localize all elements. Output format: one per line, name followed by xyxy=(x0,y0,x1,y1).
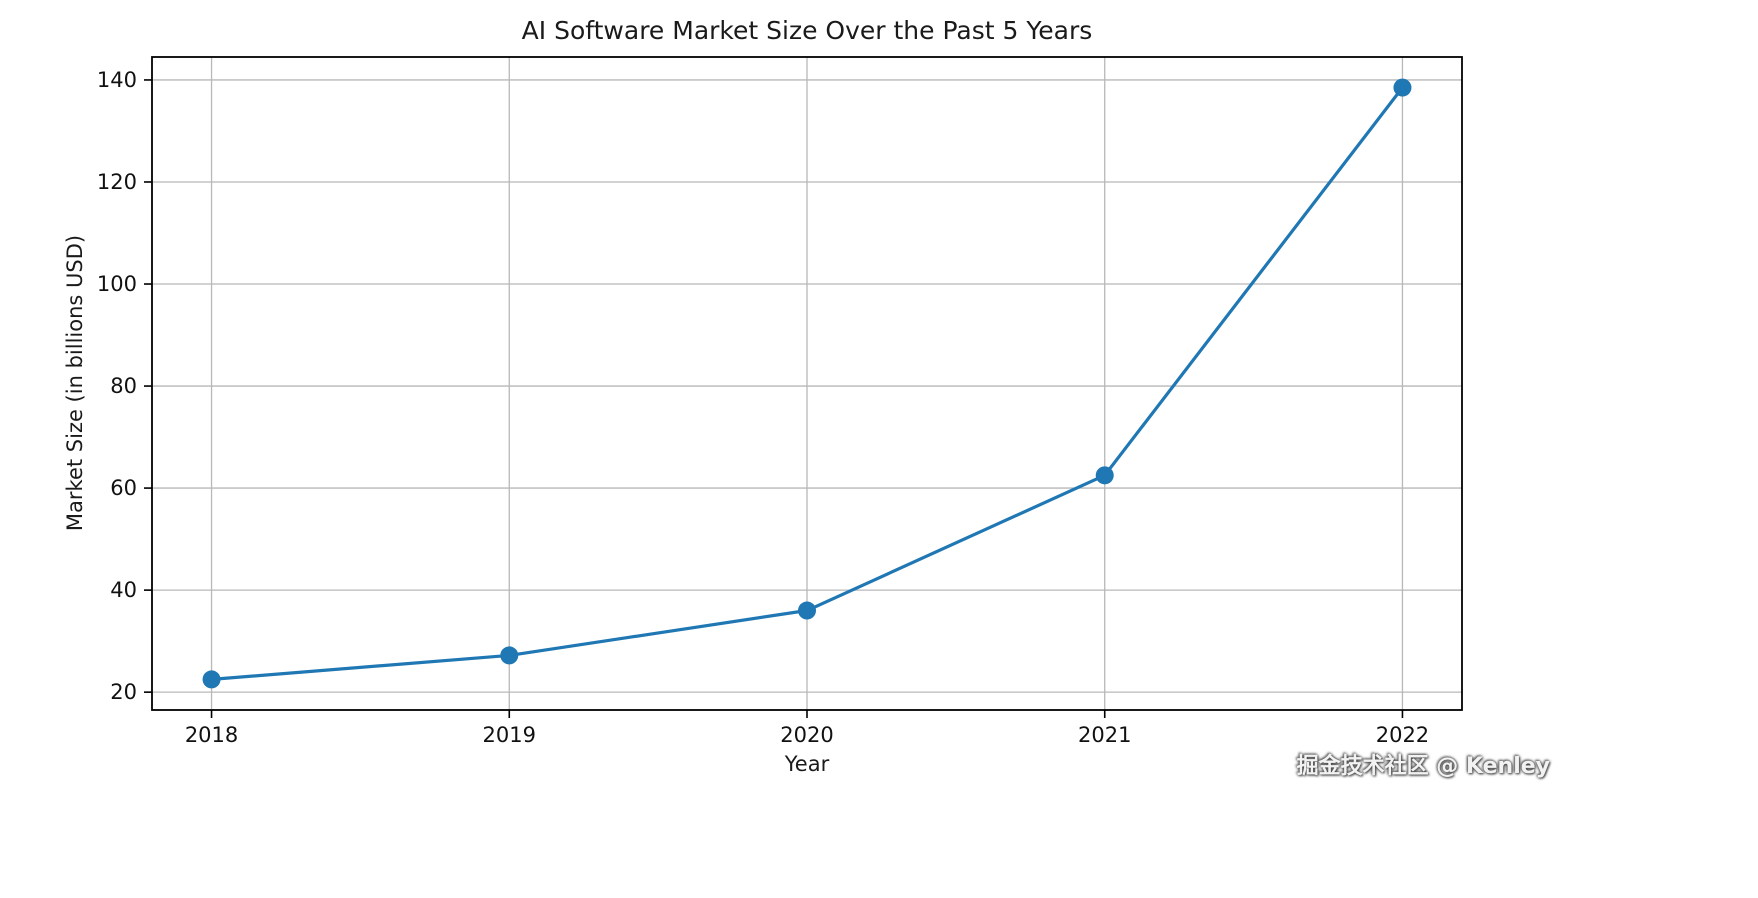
x-tick-label: 2022 xyxy=(1376,723,1429,747)
x-tick-label: 2021 xyxy=(1078,723,1131,747)
x-tick-label: 2018 xyxy=(185,723,238,747)
data-point-marker xyxy=(1393,78,1412,97)
y-tick-label: 100 xyxy=(97,272,137,296)
x-axis-label: Year xyxy=(784,752,830,776)
y-tick-label: 60 xyxy=(110,476,137,500)
data-point-marker xyxy=(1095,466,1114,485)
y-tick-label: 20 xyxy=(110,680,137,704)
y-tick-label: 80 xyxy=(110,374,137,398)
y-tick-label: 140 xyxy=(97,68,137,92)
data-point-marker xyxy=(202,670,221,689)
y-tick-label: 120 xyxy=(97,170,137,194)
y-axis-label: Market Size (in billions USD) xyxy=(63,234,87,532)
data-point-marker xyxy=(500,646,519,665)
plot-border xyxy=(151,56,1463,711)
x-tick-label: 2019 xyxy=(483,723,536,747)
x-tick-label: 2020 xyxy=(780,723,833,747)
data-point-marker xyxy=(798,601,816,620)
y-tick-label: 40 xyxy=(110,578,137,602)
chart-title: AI Software Market Size Over the Past 5 … xyxy=(521,16,1093,45)
watermark: 掘金技术社区 @ Kenley xyxy=(1296,754,1550,779)
